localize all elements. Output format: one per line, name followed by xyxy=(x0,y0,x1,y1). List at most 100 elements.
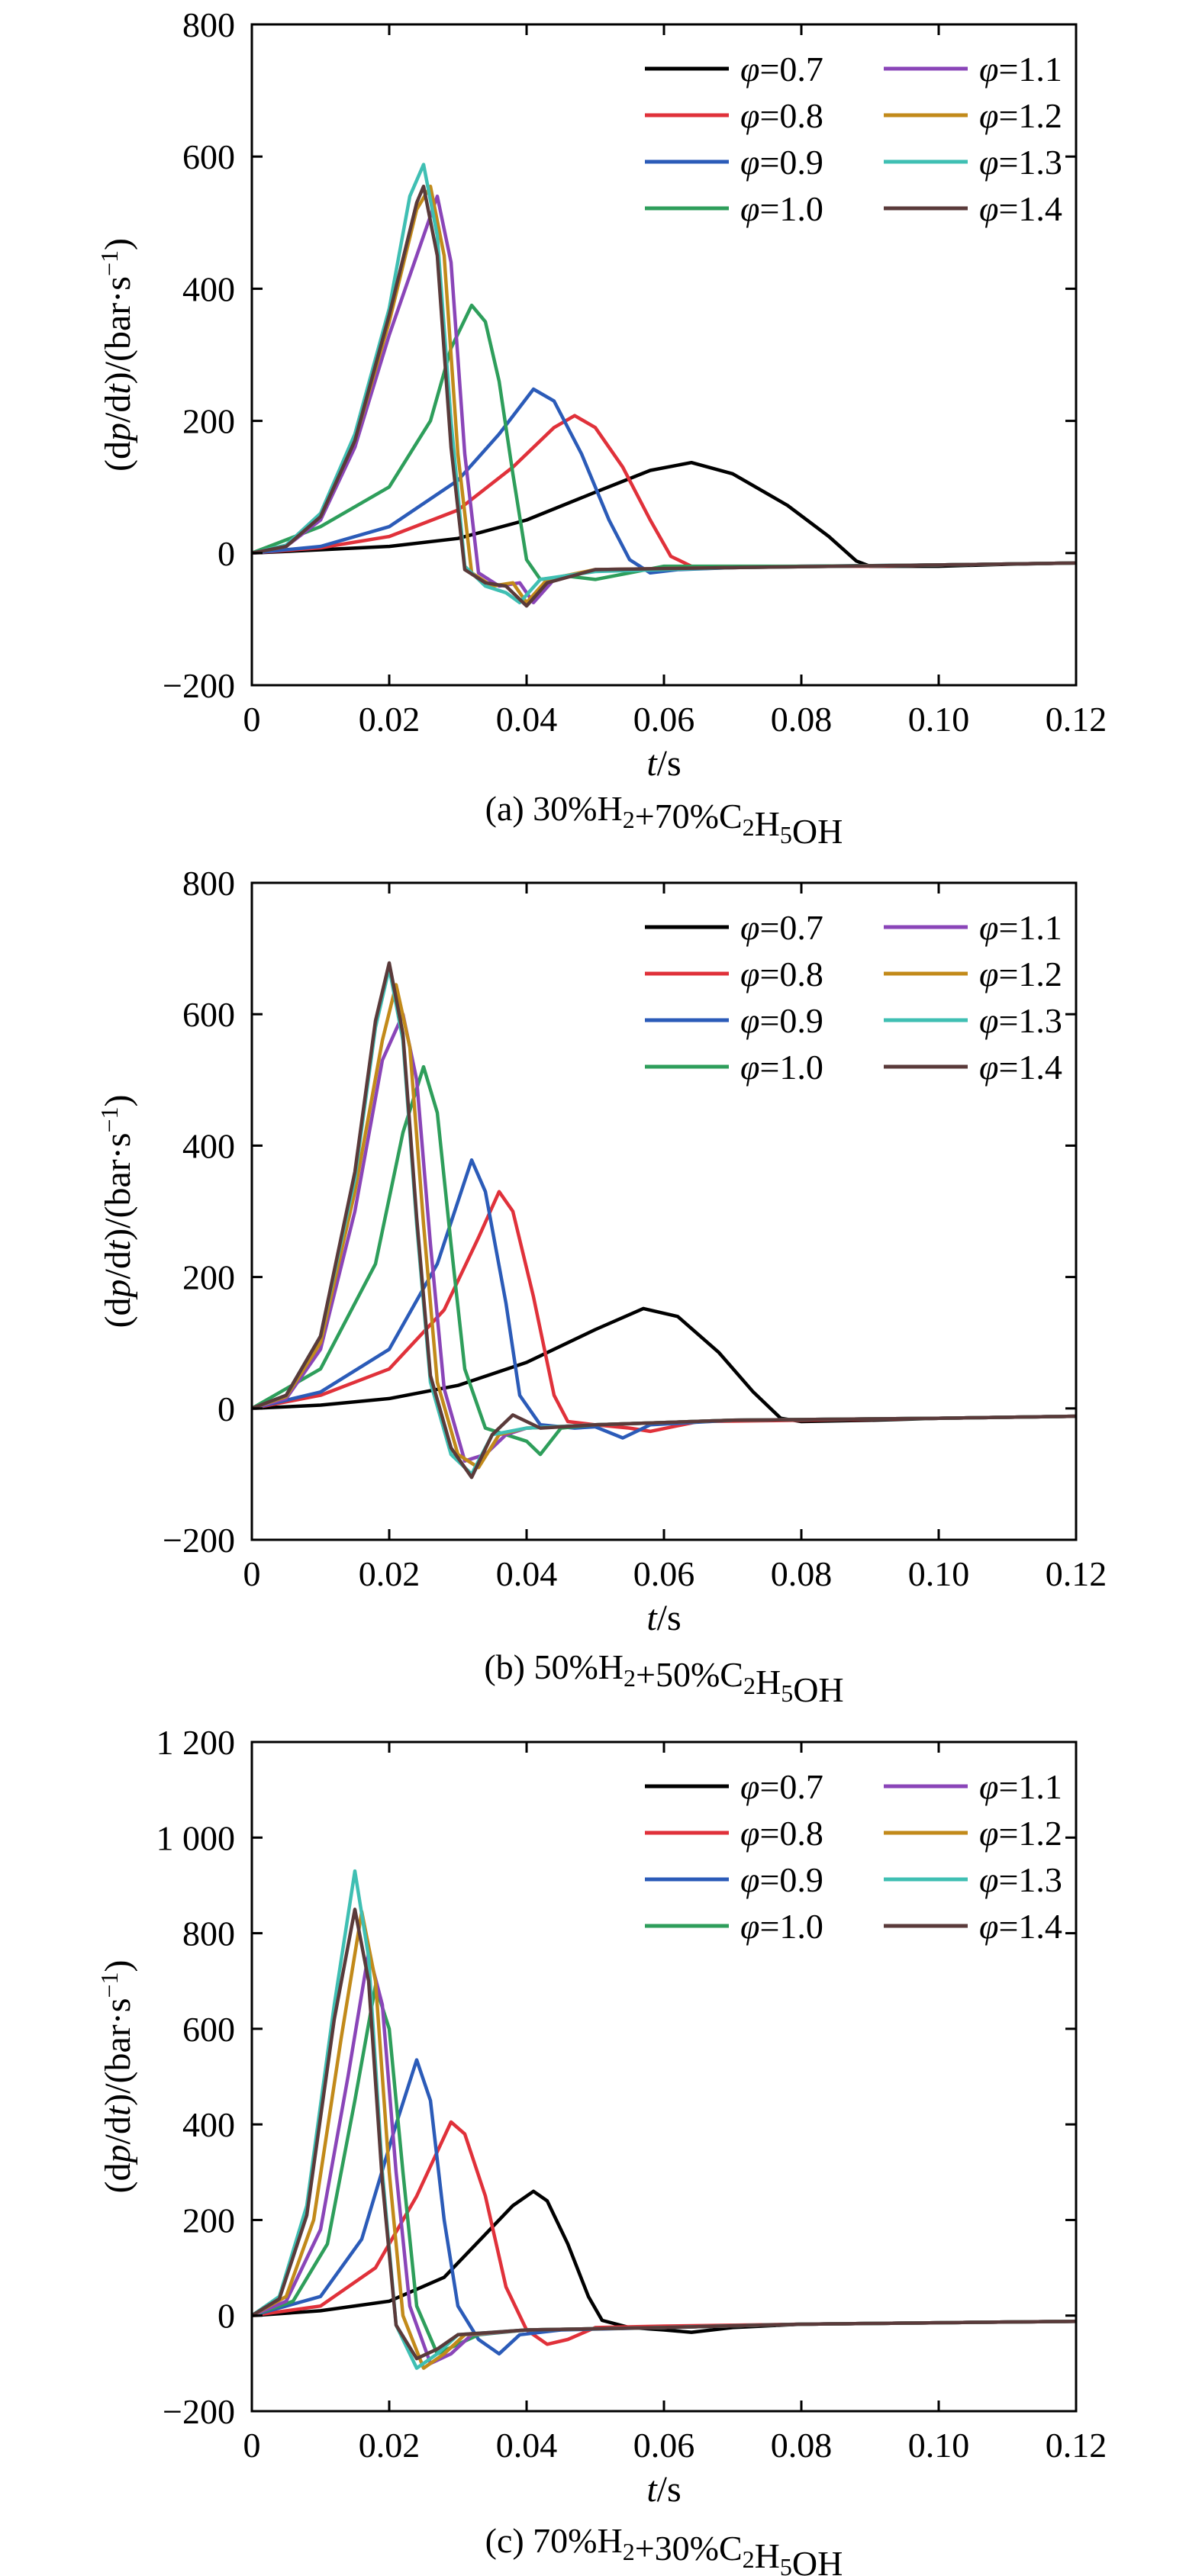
y-tick-label: 200 xyxy=(182,1258,235,1297)
y-tick-label: 200 xyxy=(182,2201,235,2240)
legend-entry-6: φ=1.2 xyxy=(979,1814,1062,1853)
series-line-2 xyxy=(252,2120,1076,2346)
legend-entry-1: φ=0.7 xyxy=(740,908,823,947)
series-line-1 xyxy=(252,460,1076,568)
legend-entry-8: φ=1.4 xyxy=(979,1048,1062,1087)
y-tick-label: 600 xyxy=(182,995,235,1034)
x-tick-label: 0.10 xyxy=(908,2426,970,2465)
panel-caption: (b) 50%H2+50%C2H5OH xyxy=(484,1647,843,1709)
series-line-1 xyxy=(252,1306,1076,1424)
legend-entry-5: φ=1.1 xyxy=(979,50,1062,89)
legend-entry-7: φ=1.3 xyxy=(979,1001,1062,1040)
series-line-2 xyxy=(252,414,1076,570)
panel-caption: (a) 30%H2+70%C2H5OH xyxy=(485,789,843,851)
legend-entry-5: φ=1.1 xyxy=(979,1767,1062,1806)
y-tick-label: 0 xyxy=(218,2297,235,2336)
legend-entry-6: φ=1.2 xyxy=(979,96,1062,135)
x-axis-label: t/s xyxy=(646,743,681,784)
legend-entry-4: φ=1.0 xyxy=(740,1048,823,1087)
y-tick-label: 400 xyxy=(182,1126,235,1165)
plot-frame xyxy=(250,881,1078,1541)
legend-entry-4: φ=1.0 xyxy=(740,1907,823,1946)
y-tick-label: 1 200 xyxy=(156,1723,236,1762)
legend-entry-8: φ=1.4 xyxy=(979,1907,1062,1946)
x-tick-label: 0.04 xyxy=(496,2426,558,2465)
y-tick-label: 0 xyxy=(218,534,235,573)
series-line-4 xyxy=(252,1064,1076,1457)
y-tick-label: 600 xyxy=(182,137,235,176)
x-tick-label: 0.02 xyxy=(359,1554,421,1593)
legend-entry-8: φ=1.4 xyxy=(979,189,1062,228)
legend-entry-2: φ=0.8 xyxy=(740,955,823,993)
y-tick-label: 800 xyxy=(182,864,235,903)
x-tick-label: 0 xyxy=(243,2426,261,2465)
x-tick-label: 0 xyxy=(243,700,261,739)
y-tick-label: 200 xyxy=(182,402,235,441)
x-tick-label: 0.06 xyxy=(633,700,695,739)
legend-entry-3: φ=0.9 xyxy=(740,1860,823,1899)
y-axis-label: (dp/dt)/(bar·s−1) xyxy=(95,238,138,472)
x-tick-label: 0.10 xyxy=(908,700,970,739)
legend: φ=0.7 φ=0.8 φ=0.9 φ=1.0 φ=1.1 φ=1.2 φ=1.3 φ=1.4 xyxy=(645,50,1062,228)
series-line-4 xyxy=(252,303,1076,581)
legend-entry-7: φ=1.3 xyxy=(979,1860,1062,1899)
x-tick-label: 0.08 xyxy=(771,2426,833,2465)
legend-entry-3: φ=0.9 xyxy=(740,143,823,182)
x-tick-label: 0.12 xyxy=(1046,1554,1107,1593)
legend-entry-6: φ=1.2 xyxy=(979,955,1062,993)
series-line-8 xyxy=(252,961,1076,1480)
y-tick-label: 800 xyxy=(182,1914,235,1953)
series-line-8 xyxy=(252,1908,1076,2361)
series-line-6 xyxy=(252,1910,1076,2370)
legend-entry-7: φ=1.3 xyxy=(979,143,1062,182)
x-tick-label: 0 xyxy=(243,1554,261,1593)
legend-entry-1: φ=0.7 xyxy=(740,50,823,89)
chart-panel-2: 0 0.02 0.04 0.06 0.08 0.10 0.12−20002004006008… xyxy=(95,864,1107,1709)
y-axis-label: (dp/dt)/(bar·s−1) xyxy=(95,1960,138,2194)
series-group xyxy=(252,961,1076,1480)
legend-entry-2: φ=0.8 xyxy=(740,96,823,135)
series-line-2 xyxy=(252,1190,1076,1434)
chart-panel-3: 0 0.02 0.04 0.06 0.08 0.10 0.12−20002004006008… xyxy=(95,1723,1107,2576)
panel-caption: (c) 70%H2+30%C2H5OH xyxy=(485,2521,843,2576)
series-line-1 xyxy=(252,2189,1076,2334)
x-tick-label: 0.02 xyxy=(359,2426,421,2465)
x-tick-label: 0.10 xyxy=(908,1554,970,1593)
y-tick-label: −200 xyxy=(163,666,235,705)
x-tick-label: 0.04 xyxy=(496,1554,558,1593)
legend-entry-1: φ=0.7 xyxy=(740,1767,823,1806)
legend-entry-3: φ=0.9 xyxy=(740,1001,823,1040)
y-tick-label: 800 xyxy=(182,5,235,44)
series-line-6 xyxy=(252,983,1076,1470)
legend: φ=0.7 φ=0.8 φ=0.9 φ=1.0 φ=1.1 φ=1.2 φ=1.3 φ=1.4 xyxy=(645,1767,1062,1946)
y-tick-label: −200 xyxy=(163,1521,235,1560)
y-tick-label: 400 xyxy=(182,269,235,308)
legend-entry-5: φ=1.1 xyxy=(979,908,1062,947)
series-group xyxy=(252,163,1076,608)
chart-panel-1: 0 0.02 0.04 0.06 0.08 0.10 0.12−20002004006008… xyxy=(95,5,1107,851)
y-tick-label: −200 xyxy=(163,2392,235,2431)
y-tick-label: 600 xyxy=(182,2010,235,2049)
y-tick-label: 1 000 xyxy=(156,1818,236,1857)
x-axis-label: t/s xyxy=(646,2469,681,2510)
x-tick-label: 0.08 xyxy=(771,1554,833,1593)
legend-entry-4: φ=1.0 xyxy=(740,189,823,228)
x-tick-label: 0.06 xyxy=(633,2426,695,2465)
x-tick-label: 0.04 xyxy=(496,700,558,739)
y-tick-label: 400 xyxy=(182,2105,235,2144)
x-tick-label: 0.12 xyxy=(1046,700,1107,739)
legend: φ=0.7 φ=0.8 φ=0.9 φ=1.0 φ=1.1 φ=1.2 φ=1.3 φ=1.4 xyxy=(645,908,1062,1087)
series-line-3 xyxy=(252,1158,1076,1440)
x-tick-label: 0.02 xyxy=(359,700,421,739)
x-axis-label: t/s xyxy=(646,1598,681,1638)
series-line-8 xyxy=(252,184,1076,608)
x-tick-label: 0.08 xyxy=(771,700,833,739)
legend-entry-2: φ=0.8 xyxy=(740,1814,823,1853)
series-line-7 xyxy=(252,1869,1076,2370)
x-tick-label: 0.06 xyxy=(633,1554,695,1593)
y-axis-label: (dp/dt)/(bar·s−1) xyxy=(95,1095,138,1328)
series-group xyxy=(252,1869,1076,2370)
x-tick-label: 0.12 xyxy=(1046,2426,1107,2465)
y-tick-label: 0 xyxy=(218,1389,235,1428)
